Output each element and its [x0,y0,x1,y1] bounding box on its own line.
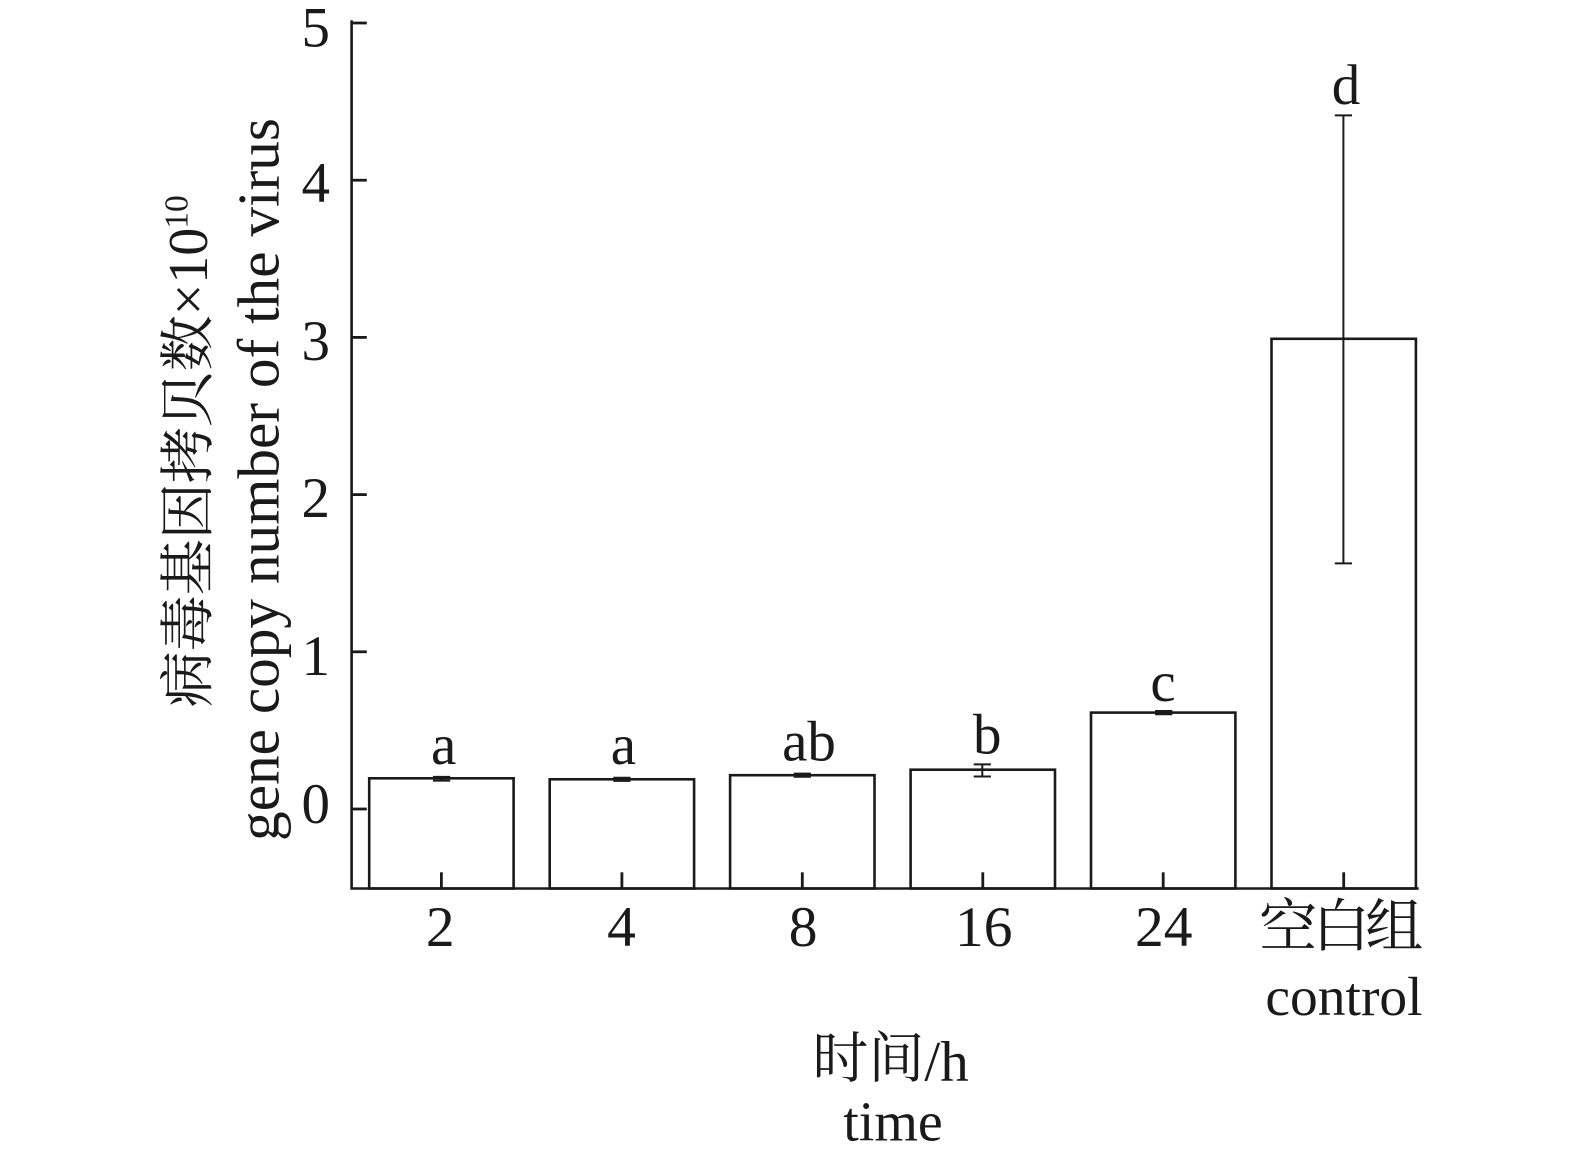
svg-text:4: 4 [302,152,331,215]
svg-text:ab: ab [782,710,836,773]
svg-text:c: c [1150,651,1175,714]
svg-text:d: d [1332,54,1361,117]
svg-text:24: 24 [1135,896,1193,959]
svg-text:8: 8 [789,896,818,959]
svg-text:a: a [431,714,456,777]
svg-text:a: a [611,714,636,777]
svg-text:4: 4 [607,896,636,959]
svg-text:0: 0 [302,773,331,836]
svg-text:2: 2 [302,467,331,530]
svg-text:b: b [973,704,1002,767]
svg-text:×10: ×10 [158,228,220,316]
svg-text:10: 10 [159,195,196,229]
svg-text:gene copy number of the virus: gene copy number of the virus [226,118,292,841]
svg-text:1: 1 [302,625,331,688]
svg-text:5: 5 [302,0,331,60]
svg-text:16: 16 [955,896,1013,959]
svg-text:time: time [843,1092,943,1154]
svg-text:3: 3 [302,310,331,373]
svg-text:/h: /h [924,1031,968,1094]
svg-text:control: control [1265,967,1422,1028]
svg-text:2: 2 [426,896,455,959]
